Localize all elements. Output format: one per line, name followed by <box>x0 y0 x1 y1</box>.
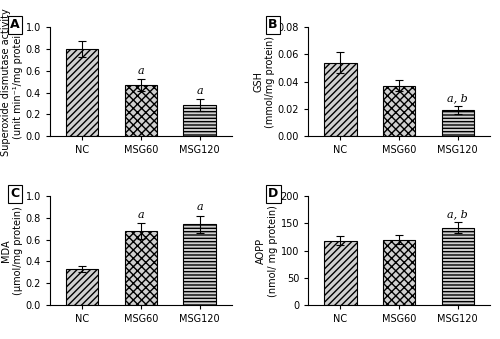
Y-axis label: MDA
(µmol/mg protein): MDA (µmol/mg protein) <box>1 206 23 295</box>
Text: a: a <box>196 86 203 96</box>
Y-axis label: AOPP
(nmol/ mg protein): AOPP (nmol/ mg protein) <box>256 205 278 297</box>
Y-axis label: Superoxide dismutase activity
(unit min⁻¹/mg protein): Superoxide dismutase activity (unit min⁻… <box>1 8 23 156</box>
Bar <box>125 231 157 305</box>
Bar <box>324 63 356 136</box>
Bar <box>184 105 216 136</box>
Text: a: a <box>138 210 144 220</box>
Bar <box>383 86 415 136</box>
Bar <box>324 241 356 305</box>
Text: a, b: a, b <box>448 93 468 103</box>
Bar <box>66 269 98 305</box>
Text: a: a <box>138 66 144 76</box>
Text: a: a <box>196 202 203 213</box>
Text: a, b: a, b <box>448 209 468 219</box>
Text: D: D <box>268 187 278 200</box>
Text: A: A <box>10 18 20 32</box>
Bar <box>442 228 474 305</box>
Bar <box>125 85 157 136</box>
Text: C: C <box>10 187 19 200</box>
Bar <box>66 49 98 136</box>
Text: B: B <box>268 18 278 32</box>
Bar <box>184 224 216 305</box>
Bar <box>442 110 474 136</box>
Y-axis label: GSH
(mmol/mg protein): GSH (mmol/mg protein) <box>254 36 275 127</box>
Bar <box>383 240 415 305</box>
